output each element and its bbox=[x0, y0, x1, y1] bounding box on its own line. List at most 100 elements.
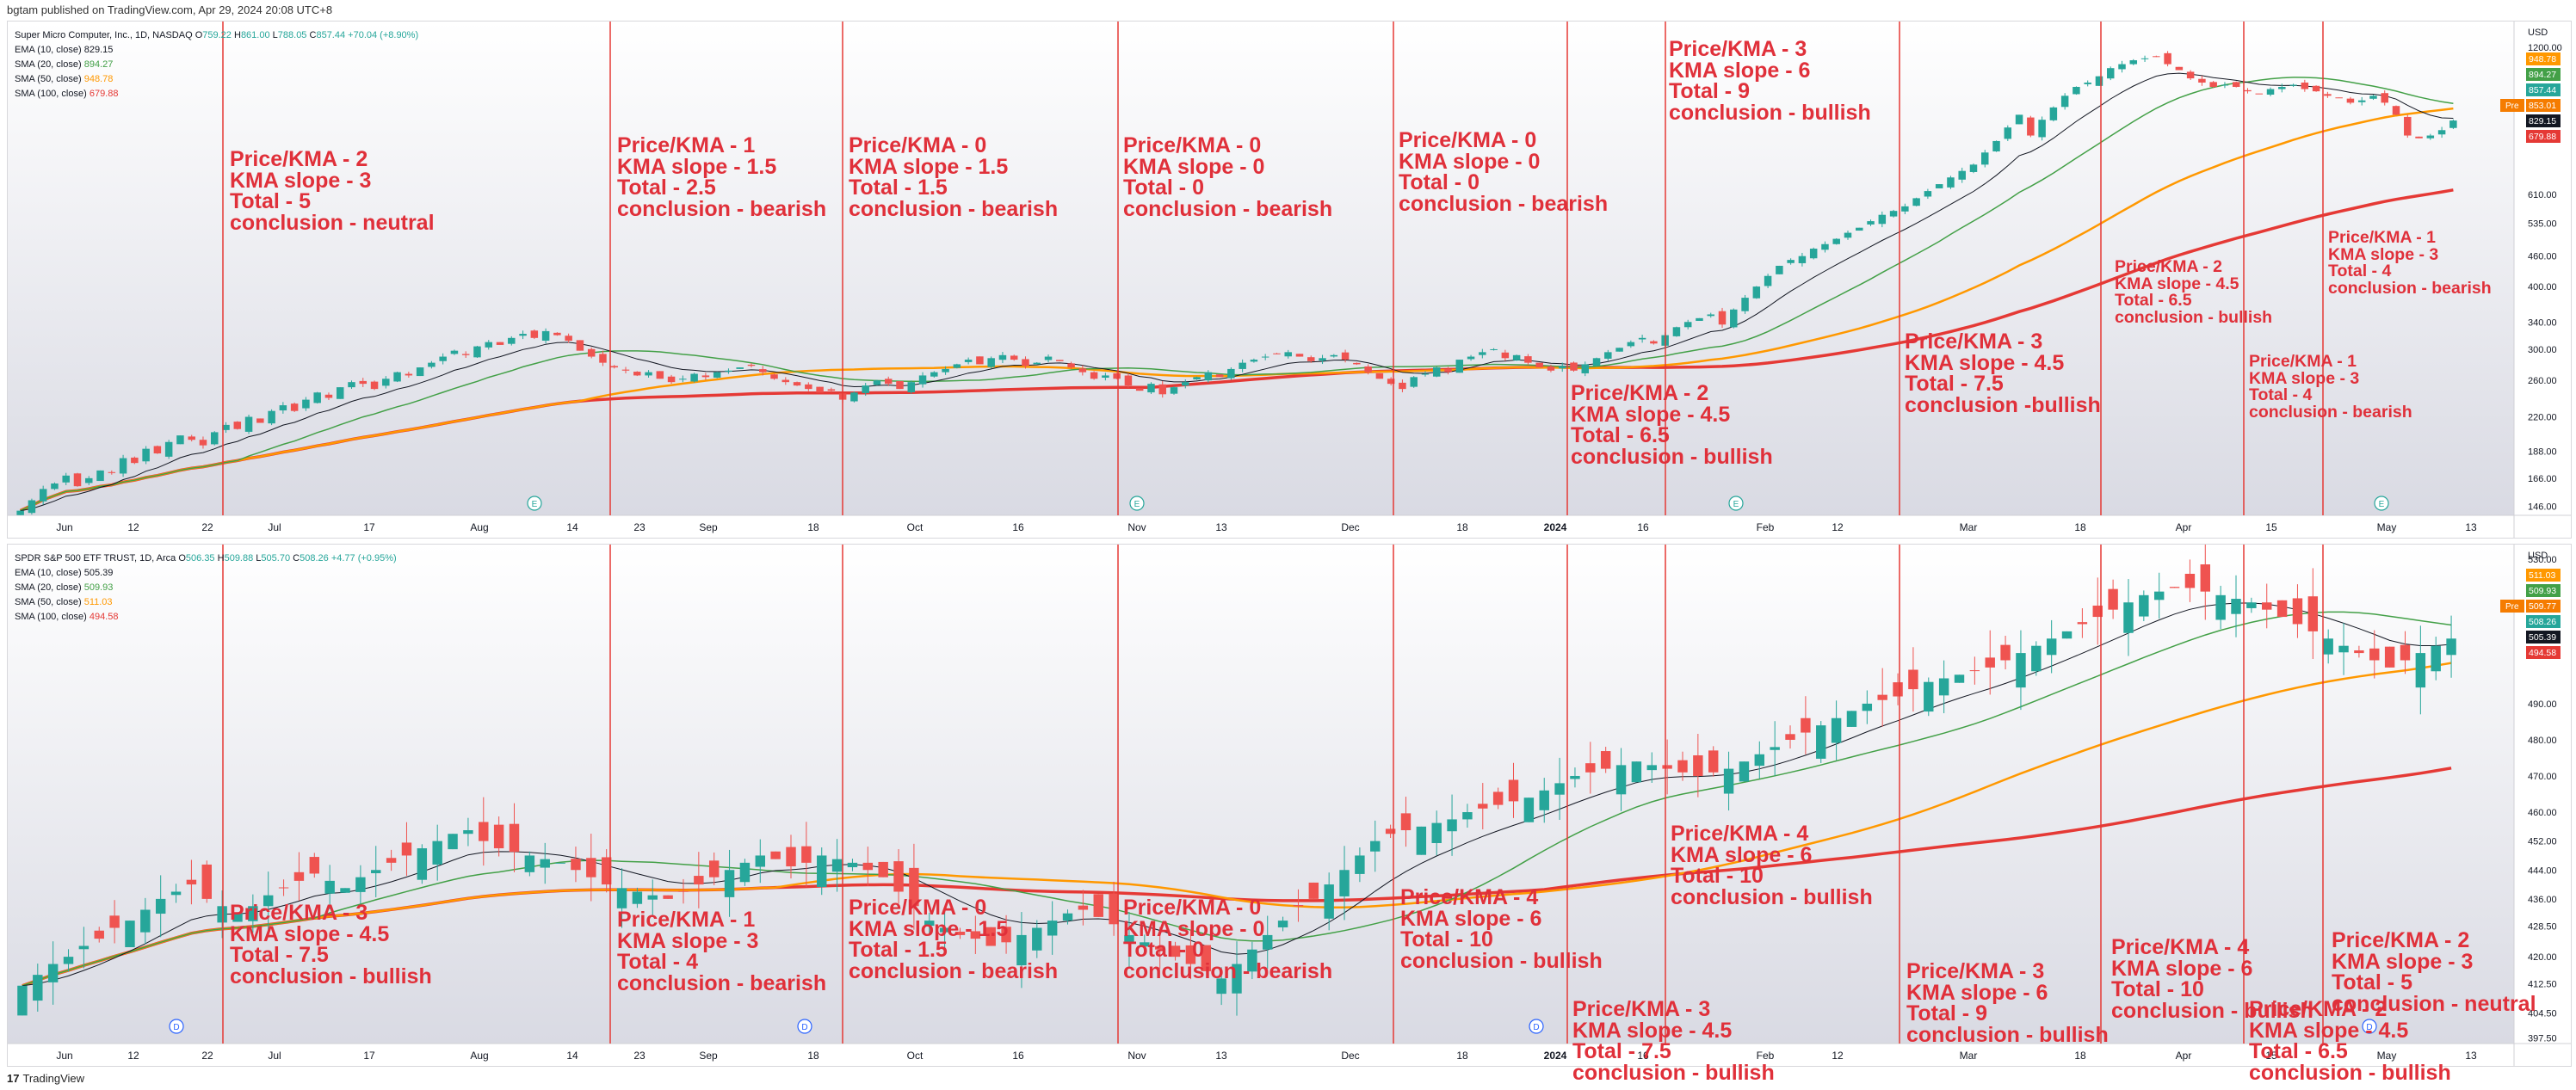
chart-pane-smci[interactable]: 1200.00 610.00 535.00 460.00 400.00 340.00 300… bbox=[7, 21, 2572, 539]
x-tick-label: 18 bbox=[2074, 521, 2086, 533]
kma-annotation[interactable]: Price/KMA - 3 KMA slope - 4.5 Total - 7.5 c… bbox=[230, 902, 432, 987]
candle-body bbox=[1867, 221, 1875, 225]
symbol-title[interactable]: SPDR S&P 500 ETF TRUST, 1D, Arca bbox=[15, 553, 176, 563]
price-tag-value: 857.44 bbox=[2529, 85, 2556, 95]
indicator-sma20[interactable]: SMA (20, close) 509.93 bbox=[15, 581, 397, 595]
candle-body bbox=[1638, 337, 1646, 340]
indicator-sma50[interactable]: SMA (50, close) 948.78 bbox=[15, 72, 418, 87]
candle-body bbox=[405, 373, 413, 376]
annotation-line: Total - 6.5 bbox=[2249, 1039, 2348, 1063]
kma-annotation[interactable]: Price/KMA - 0 KMA slope - 0 Total - 0 concl… bbox=[1399, 130, 1608, 214]
chart-pane-spy[interactable]: 530.00 490.00 480.00 470.00 460.00 452.00 444.… bbox=[7, 544, 2572, 1083]
annotation-line: conclusion - bearish bbox=[2328, 278, 2492, 298]
event-marker-label: D bbox=[801, 1023, 807, 1032]
candle-body bbox=[170, 891, 182, 896]
kma-annotation[interactable]: Price/KMA - 0 KMA slope - 1.5 Total - 1.5 c… bbox=[849, 135, 1058, 219]
kma-annotation[interactable]: Price/KMA - 2 KMA slope - 4.5 Total - 6.5 c… bbox=[2249, 999, 2451, 1083]
kma-annotation[interactable]: Price/KMA - 2 KMA slope - 4.5 Total - 6.5 c… bbox=[2115, 258, 2272, 326]
kma-annotation[interactable]: Price/KMA - 1 KMA slope - 3 Total - 4 concl… bbox=[617, 909, 826, 994]
candle-body bbox=[1901, 206, 1909, 212]
indicator-sma50[interactable]: SMA (50, close) 511.03 bbox=[15, 595, 397, 610]
kma-annotation[interactable]: Price/KMA - 3 KMA slope - 4.5 Total - 7.5 c… bbox=[1572, 999, 1775, 1083]
candle-body bbox=[2292, 598, 2303, 625]
x-tick-label: Jun bbox=[56, 521, 72, 533]
candle-body bbox=[1947, 177, 1955, 188]
indicator-ema10[interactable]: EMA (10, close) 829.15 bbox=[15, 43, 418, 58]
indicator-value: 829.15 bbox=[83, 45, 114, 55]
kma-annotation[interactable]: Price/KMA - 3 KMA slope - 4.5 Total - 7.5 c… bbox=[1905, 331, 2101, 416]
symbol-title[interactable]: Super Micro Computer, Inc., 1D, NASDAQ bbox=[15, 30, 193, 40]
kma-annotation[interactable]: Price/KMA - 3 KMA slope - 6 Total - 9 concl… bbox=[1906, 961, 2109, 1045]
candle-body bbox=[755, 855, 766, 867]
chart-svg-spy[interactable]: 530.00 490.00 480.00 470.00 460.00 452.00 444.… bbox=[8, 545, 2571, 1066]
candle-body bbox=[1631, 761, 1642, 783]
candle-body bbox=[432, 841, 442, 865]
candle-body bbox=[1696, 317, 1703, 321]
candle-body bbox=[1387, 379, 1395, 385]
kma-annotation[interactable]: Price/KMA - 2 KMA slope - 3 Total - 5 concl… bbox=[230, 149, 435, 233]
annotation-line: conclusion - bullish bbox=[230, 964, 432, 988]
kma-annotation[interactable]: Price/KMA - 4 KMA slope - 6 Total - 10 conc… bbox=[2111, 937, 2313, 1021]
candle-body bbox=[1147, 384, 1155, 393]
annotation-line: KMA slope - 1.5 bbox=[617, 154, 777, 179]
candle-body bbox=[448, 834, 458, 850]
y-tick-label: 404.50 bbox=[2528, 1008, 2557, 1019]
candle-body bbox=[1319, 358, 1326, 361]
candle-body bbox=[94, 930, 104, 939]
kma-annotation[interactable]: Price/KMA - 4 KMA slope - 6 Total - 10 conc… bbox=[1400, 887, 1603, 971]
candle-body bbox=[485, 342, 492, 348]
indicator-label: SMA (100, close) bbox=[15, 612, 87, 622]
kma-annotation[interactable]: Price/KMA - 0 KMA slope - 0 Total - 0 concl… bbox=[1123, 897, 1332, 982]
x-tick-label: Sep bbox=[699, 1050, 718, 1062]
candle-body bbox=[1124, 934, 1134, 944]
price-tag bbox=[2526, 631, 2561, 644]
y-tick-label: 444.00 bbox=[2528, 865, 2557, 876]
price-tag-value: 505.39 bbox=[2529, 632, 2556, 643]
candle-body bbox=[893, 861, 904, 892]
kma-annotation[interactable]: Price/KMA - 2 KMA slope - 4.5 Total - 6.5 c… bbox=[1571, 383, 1773, 467]
y-tick-label: 535.00 bbox=[2528, 219, 2557, 229]
candle-body bbox=[1032, 927, 1042, 951]
ohlc-open: 759.22 bbox=[202, 30, 232, 40]
event-marker-icon bbox=[2374, 496, 2389, 511]
indicator-ema10[interactable]: EMA (10, close) 505.39 bbox=[15, 566, 397, 581]
candle-body bbox=[1062, 913, 1073, 921]
annotation-line: Price/KMA - 1 bbox=[617, 133, 756, 157]
indicator-sma20[interactable]: SMA (20, close) 894.27 bbox=[15, 58, 418, 72]
candle-body bbox=[1924, 191, 1932, 197]
annotation-line: Price/KMA - 0 bbox=[849, 133, 987, 157]
candle-body bbox=[1501, 352, 1510, 359]
ohlc-change: +70.04 (+8.90%) bbox=[348, 30, 419, 40]
kma-annotation[interactable]: Price/KMA - 1 KMA slope - 1.5 Total - 2.5 c… bbox=[617, 135, 826, 219]
annotation-line: Total - 7.5 bbox=[1572, 1039, 1671, 1063]
kma-annotation[interactable]: Price/KMA - 1 KMA slope - 3 Total - 4 concl… bbox=[2328, 229, 2492, 298]
candle-body bbox=[1375, 373, 1384, 379]
price-tag bbox=[2526, 52, 2561, 65]
candle-body bbox=[2307, 596, 2319, 631]
candle-body bbox=[896, 380, 904, 390]
candle-body bbox=[1102, 375, 1109, 379]
candle-body bbox=[1539, 790, 1549, 810]
candle-body bbox=[873, 380, 881, 385]
kma-annotation[interactable]: Price/KMA - 1 KMA slope - 3 Total - 4 concl… bbox=[2249, 353, 2412, 421]
y-tick-label: 530.00 bbox=[2528, 555, 2557, 565]
kma-annotation[interactable]: Price/KMA - 0 KMA slope - 1.5 Total - 1.5 c… bbox=[849, 897, 1058, 982]
kma-annotation[interactable]: Price/KMA - 3 KMA slope - 6 Total - 9 concl… bbox=[1669, 39, 1871, 123]
kma-annotation[interactable]: Price/KMA - 0 KMA slope - 0 Total - 0 concl… bbox=[1123, 135, 1332, 219]
x-tick-label: 13 bbox=[1215, 521, 1227, 533]
brand-label[interactable]: TradingView bbox=[22, 1072, 85, 1085]
y-tick-label: 300.00 bbox=[2528, 345, 2557, 355]
candle-body bbox=[1878, 214, 1887, 225]
kma-annotation[interactable]: Price/KMA - 4 KMA slope - 6 Total - 10 conc… bbox=[1671, 823, 1873, 908]
annotation-line: Total - 4 bbox=[2328, 262, 2392, 280]
candle-body bbox=[188, 436, 195, 440]
candle-body bbox=[210, 432, 219, 445]
price-tag bbox=[2526, 99, 2561, 112]
indicator-sma100[interactable]: SMA (100, close) 679.88 bbox=[15, 87, 418, 102]
chart-svg-smci[interactable]: 1200.00 610.00 535.00 460.00 400.00 340.00 300… bbox=[8, 22, 2571, 538]
candle-body bbox=[817, 855, 827, 887]
x-tick-label: 13 bbox=[2465, 1050, 2477, 1062]
indicator-sma100[interactable]: SMA (100, close) 494.58 bbox=[15, 610, 397, 625]
kma-annotation[interactable]: Price/KMA - 2 KMA slope - 3 Total - 5 concl… bbox=[2332, 930, 2536, 1014]
price-tag bbox=[2526, 615, 2561, 628]
